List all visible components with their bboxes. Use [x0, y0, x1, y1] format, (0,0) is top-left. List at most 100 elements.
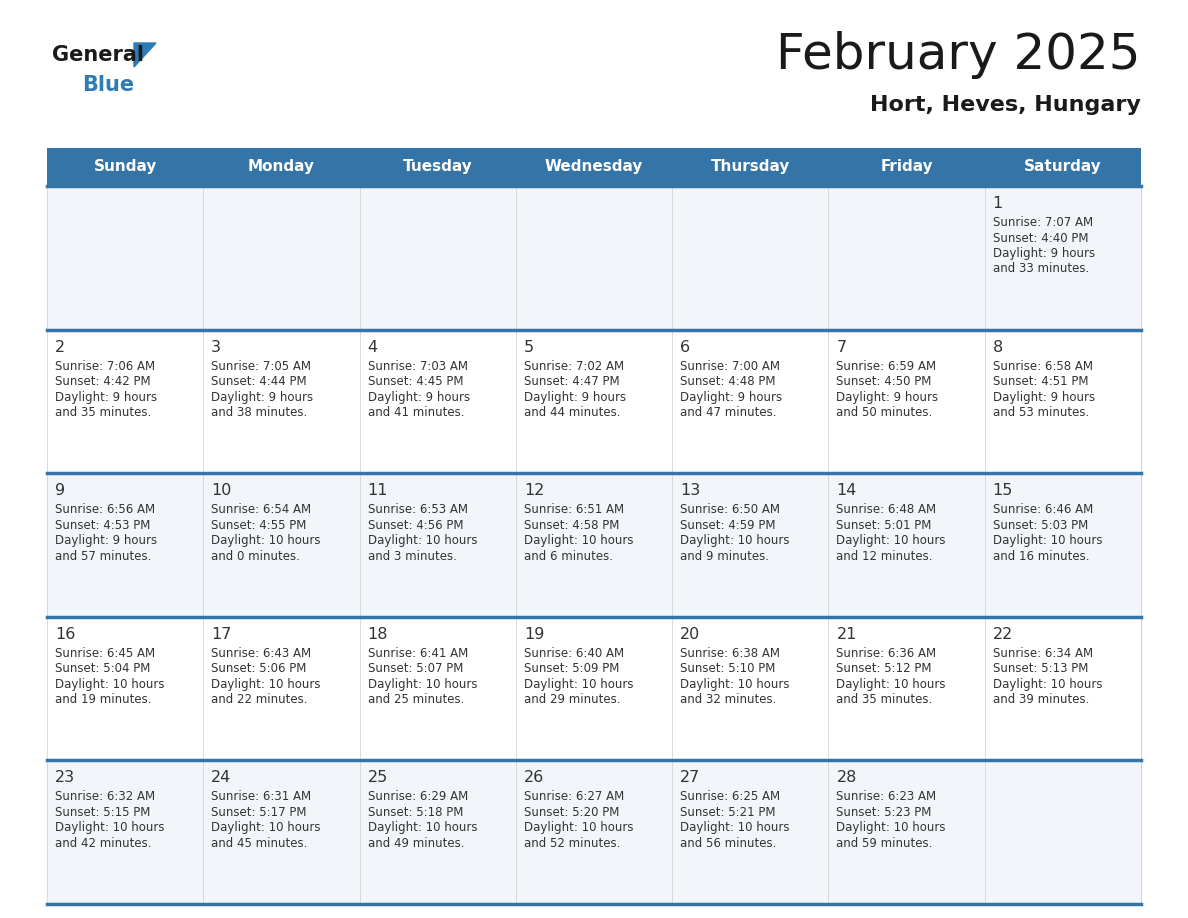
Text: Sunset: 5:04 PM: Sunset: 5:04 PM	[55, 662, 151, 676]
Text: and 53 minutes.: and 53 minutes.	[993, 406, 1089, 420]
Bar	[828, 473, 985, 617]
Text: Sunset: 4:53 PM: Sunset: 4:53 PM	[55, 519, 151, 532]
Text: Sunset: 5:18 PM: Sunset: 5:18 PM	[367, 806, 463, 819]
Text: Sunrise: 6:51 AM: Sunrise: 6:51 AM	[524, 503, 624, 516]
Bar	[828, 148, 985, 186]
Text: Daylight: 10 hours: Daylight: 10 hours	[367, 534, 478, 547]
Text: Daylight: 9 hours: Daylight: 9 hours	[211, 390, 314, 404]
Text: and 19 minutes.: and 19 minutes.	[55, 693, 152, 706]
Text: 24: 24	[211, 770, 232, 786]
Text: Hort, Heves, Hungary: Hort, Heves, Hungary	[870, 95, 1140, 115]
Text: 27: 27	[681, 770, 701, 786]
Text: 9: 9	[55, 483, 65, 498]
Text: Daylight: 9 hours: Daylight: 9 hours	[524, 390, 626, 404]
Text: Daylight: 10 hours: Daylight: 10 hours	[524, 822, 633, 834]
Text: Blue: Blue	[82, 75, 134, 95]
Bar	[203, 186, 360, 330]
Text: Sunset: 5:12 PM: Sunset: 5:12 PM	[836, 662, 931, 676]
Text: 13: 13	[681, 483, 701, 498]
Text: General: General	[52, 45, 144, 65]
Bar	[360, 330, 516, 473]
Text: Tuesday: Tuesday	[403, 160, 473, 174]
Text: Sunrise: 6:36 AM: Sunrise: 6:36 AM	[836, 647, 936, 660]
Bar	[985, 473, 1140, 617]
Text: and 38 minutes.: and 38 minutes.	[211, 406, 308, 420]
Text: 12: 12	[524, 483, 544, 498]
Text: and 33 minutes.: and 33 minutes.	[993, 263, 1089, 275]
Text: Sunset: 4:45 PM: Sunset: 4:45 PM	[367, 375, 463, 388]
Text: Daylight: 9 hours: Daylight: 9 hours	[367, 390, 469, 404]
Text: Daylight: 10 hours: Daylight: 10 hours	[681, 534, 790, 547]
Text: Daylight: 10 hours: Daylight: 10 hours	[836, 677, 946, 691]
Text: 3: 3	[211, 340, 221, 354]
Text: Sunrise: 6:34 AM: Sunrise: 6:34 AM	[993, 647, 1093, 660]
Bar	[48, 617, 203, 760]
Bar	[360, 148, 516, 186]
Text: Daylight: 10 hours: Daylight: 10 hours	[836, 822, 946, 834]
Text: Daylight: 10 hours: Daylight: 10 hours	[836, 534, 946, 547]
Text: Sunset: 4:59 PM: Sunset: 4:59 PM	[681, 519, 776, 532]
Text: Sunrise: 6:56 AM: Sunrise: 6:56 AM	[55, 503, 156, 516]
Text: Sunset: 5:21 PM: Sunset: 5:21 PM	[681, 806, 776, 819]
Text: Sunset: 5:20 PM: Sunset: 5:20 PM	[524, 806, 619, 819]
Bar	[203, 760, 360, 904]
Text: Daylight: 9 hours: Daylight: 9 hours	[993, 247, 1095, 260]
Bar	[828, 760, 985, 904]
Bar	[985, 617, 1140, 760]
Bar	[516, 330, 672, 473]
Text: Daylight: 10 hours: Daylight: 10 hours	[211, 534, 321, 547]
Text: and 35 minutes.: and 35 minutes.	[836, 693, 933, 706]
Text: 14: 14	[836, 483, 857, 498]
Text: Sunrise: 6:32 AM: Sunrise: 6:32 AM	[55, 790, 156, 803]
Text: 23: 23	[55, 770, 75, 786]
Text: and 42 minutes.: and 42 minutes.	[55, 837, 152, 850]
Text: Sunday: Sunday	[94, 160, 157, 174]
Text: Sunset: 5:13 PM: Sunset: 5:13 PM	[993, 662, 1088, 676]
Text: and 57 minutes.: and 57 minutes.	[55, 550, 151, 563]
Text: Sunrise: 6:50 AM: Sunrise: 6:50 AM	[681, 503, 781, 516]
Text: 25: 25	[367, 770, 387, 786]
Text: Sunrise: 7:06 AM: Sunrise: 7:06 AM	[55, 360, 156, 373]
Text: and 35 minutes.: and 35 minutes.	[55, 406, 151, 420]
Bar	[203, 473, 360, 617]
Text: 4: 4	[367, 340, 378, 354]
Text: Sunrise: 6:29 AM: Sunrise: 6:29 AM	[367, 790, 468, 803]
Text: Sunrise: 6:27 AM: Sunrise: 6:27 AM	[524, 790, 624, 803]
Text: 10: 10	[211, 483, 232, 498]
Text: Saturday: Saturday	[1024, 160, 1101, 174]
Text: Sunrise: 6:46 AM: Sunrise: 6:46 AM	[993, 503, 1093, 516]
Bar	[48, 330, 203, 473]
Text: and 47 minutes.: and 47 minutes.	[681, 406, 777, 420]
Text: Sunrise: 6:48 AM: Sunrise: 6:48 AM	[836, 503, 936, 516]
Text: and 59 minutes.: and 59 minutes.	[836, 837, 933, 850]
Bar	[360, 473, 516, 617]
Text: Sunrise: 6:45 AM: Sunrise: 6:45 AM	[55, 647, 156, 660]
Bar	[516, 617, 672, 760]
Bar	[672, 617, 828, 760]
Bar	[516, 148, 672, 186]
Text: Sunrise: 7:00 AM: Sunrise: 7:00 AM	[681, 360, 781, 373]
Text: Sunset: 5:07 PM: Sunset: 5:07 PM	[367, 662, 463, 676]
Text: Sunset: 4:58 PM: Sunset: 4:58 PM	[524, 519, 619, 532]
Text: Sunset: 5:10 PM: Sunset: 5:10 PM	[681, 662, 776, 676]
Text: Sunset: 4:48 PM: Sunset: 4:48 PM	[681, 375, 776, 388]
Text: Daylight: 9 hours: Daylight: 9 hours	[836, 390, 939, 404]
Text: 5: 5	[524, 340, 533, 354]
Text: Wednesday: Wednesday	[545, 160, 643, 174]
Text: Sunset: 4:47 PM: Sunset: 4:47 PM	[524, 375, 619, 388]
Text: 1: 1	[993, 196, 1003, 211]
Text: and 49 minutes.: and 49 minutes.	[367, 837, 465, 850]
Bar	[985, 148, 1140, 186]
Text: Daylight: 9 hours: Daylight: 9 hours	[55, 534, 157, 547]
Bar	[985, 330, 1140, 473]
Text: Sunset: 5:15 PM: Sunset: 5:15 PM	[55, 806, 151, 819]
Text: and 25 minutes.: and 25 minutes.	[367, 693, 465, 706]
Bar	[360, 760, 516, 904]
Text: and 12 minutes.: and 12 minutes.	[836, 550, 933, 563]
Text: and 56 minutes.: and 56 minutes.	[681, 837, 777, 850]
Text: Sunrise: 6:40 AM: Sunrise: 6:40 AM	[524, 647, 624, 660]
Text: Daylight: 10 hours: Daylight: 10 hours	[367, 822, 478, 834]
Text: Daylight: 10 hours: Daylight: 10 hours	[524, 677, 633, 691]
Bar	[203, 148, 360, 186]
Text: Daylight: 10 hours: Daylight: 10 hours	[681, 822, 790, 834]
